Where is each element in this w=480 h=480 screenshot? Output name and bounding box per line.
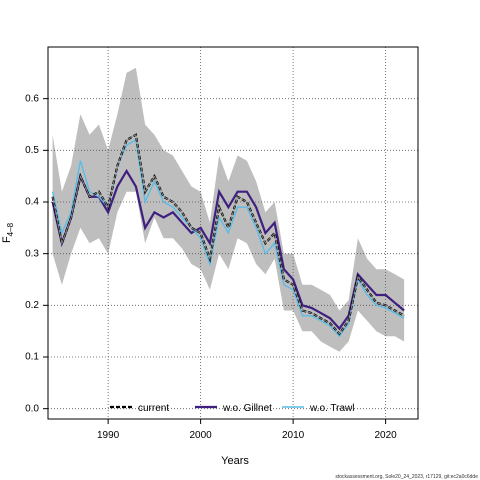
legend-label-w-o-gillnet: w.o. Gillnet bbox=[222, 403, 272, 414]
y-axis-title-main: F bbox=[1, 236, 13, 243]
confidence-band bbox=[52, 67, 405, 352]
series-line-current-core bbox=[52, 134, 405, 335]
y-axis-title-subscript: 4–8 bbox=[6, 222, 15, 236]
plot-frame bbox=[47, 46, 419, 420]
x-tick-label-1990: 1990 bbox=[97, 430, 120, 441]
y-tick-label-0.3: 0.3 bbox=[25, 248, 39, 259]
x-axis: 1990 2000 2010 2020 bbox=[97, 419, 397, 441]
y-tick-label-0.2: 0.2 bbox=[25, 300, 39, 311]
series-layer bbox=[51, 133, 405, 338]
legend: current w.o. Gillnet w.o. Trawl bbox=[110, 403, 354, 414]
y-axis-title: F4–8 bbox=[1, 222, 15, 243]
x-tick-label-2020: 2020 bbox=[375, 430, 398, 441]
series-line-w-o-gillnet bbox=[51, 168, 405, 331]
y-tick-label-0.5: 0.5 bbox=[25, 145, 39, 156]
y-tick-label-0.1: 0.1 bbox=[25, 352, 39, 363]
y-tick-label-0.0: 0.0 bbox=[25, 403, 39, 414]
legend-label-current: current bbox=[138, 403, 169, 414]
confidence-band-layer bbox=[52, 67, 405, 352]
y-tick-label-0.4: 0.4 bbox=[25, 197, 39, 208]
x-axis-title: Years bbox=[221, 455, 249, 467]
credit-text: stockassessment.org, Sole20_24_2023, r17… bbox=[335, 474, 478, 480]
x-tick-label-2000: 2000 bbox=[190, 430, 213, 441]
legend-label-w-o-trawl: w.o. Trawl bbox=[309, 403, 354, 414]
x-tick-label-2010: 2010 bbox=[282, 430, 305, 441]
y-tick-label-0.6: 0.6 bbox=[25, 93, 39, 104]
y-axis: 0.0 0.1 0.2 0.3 0.4 0.5 0.6 bbox=[25, 93, 48, 414]
